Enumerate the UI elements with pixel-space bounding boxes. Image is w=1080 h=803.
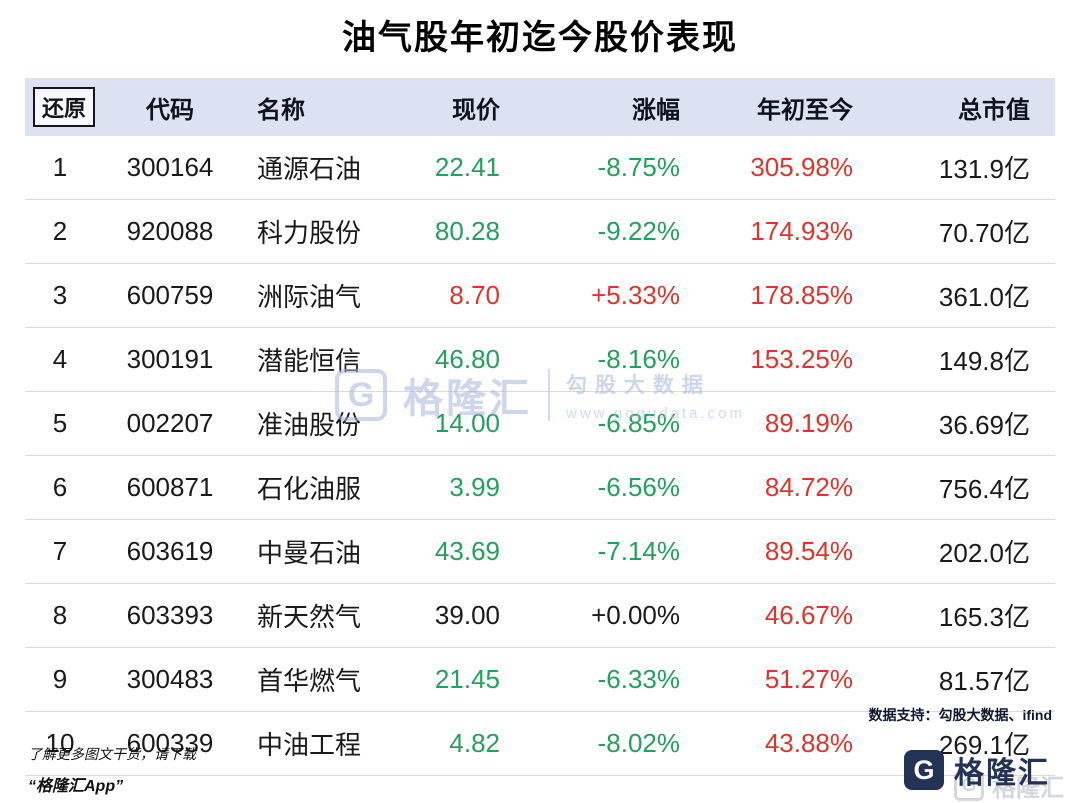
cell-code: 603393 [95,583,245,648]
restore-toggle-button[interactable]: 还原 [33,87,96,127]
header-code: 代码 [95,78,245,136]
cell-rank: 3 [25,263,95,328]
table-row: 3 600759 洲际油气 8.70 +5.33% 178.85% 361.0亿 [25,263,1055,328]
cell-rank: 7 [25,519,95,584]
cell-change: -8.02% [510,711,690,776]
cell-price: 21.45 [415,647,510,712]
promo-text: 了解更多图文干货，请下载 [28,746,196,762]
stock-table: 还原 代码 名称 现价 涨幅 年初至今 总市值 1 300164 通源石油 22… [25,78,1055,776]
cell-name: 洲际油气 [245,263,415,328]
cell-name: 首华燃气 [245,647,415,712]
cell-code: 920088 [95,199,245,264]
cell-change: -9.22% [510,199,690,264]
cell-change: +0.00% [510,583,690,648]
brand-text: 格隆汇 [954,757,1050,790]
cell-change: -6.85% [510,391,690,456]
cell-name: 石化油服 [245,455,415,520]
cell-price: 8.70 [415,263,510,328]
cell-ytd: 178.85% [690,263,865,328]
cell-market-cap: 149.8亿 [865,327,1055,392]
cell-price: 80.28 [415,199,510,264]
cell-change: -8.16% [510,327,690,392]
cell-ytd: 174.93% [690,199,865,264]
cell-market-cap: 81.57亿 [865,647,1055,712]
cell-ytd: 153.25% [690,327,865,392]
cell-ytd: 89.54% [690,519,865,584]
cell-rank: 9 [25,647,95,712]
cell-market-cap: 269.1亿 [865,711,1055,776]
cell-market-cap: 202.0亿 [865,519,1055,584]
cell-price: 3.99 [415,455,510,520]
cell-name: 潜能恒信 [245,327,415,392]
header-price: 现价 [415,78,510,136]
header-ytd: 年初至今 [690,78,865,136]
cell-ytd: 84.72% [690,455,865,520]
cell-code: 300483 [95,647,245,712]
cell-ytd: 305.98% [690,136,865,200]
header-market-cap: 总市值 [865,78,1055,136]
cell-change: -6.56% [510,455,690,520]
table-row: 5 002207 准油股份 14.00 -6.85% 89.19% 36.69亿 [25,391,1055,456]
cell-price: 4.82 [415,711,510,776]
cell-code: 002207 [95,391,245,456]
table-row: 4 300191 潜能恒信 46.80 -8.16% 153.25% 149.8… [25,327,1055,392]
cell-ytd: 46.67% [690,583,865,648]
cell-market-cap: 131.9亿 [865,136,1055,200]
cell-code: 300164 [95,136,245,200]
cell-code: 600339 [95,711,245,776]
cell-code: 600871 [95,455,245,520]
cell-change: +5.33% [510,263,690,328]
table-header-row: 还原 代码 名称 现价 涨幅 年初至今 总市值 [25,78,1055,136]
cell-market-cap: 165.3亿 [865,583,1055,648]
table-row: 10 600339 中油工程 4.82 -8.02% 43.88% 269.1亿 [25,711,1055,776]
cell-name: 准油股份 [245,391,415,456]
cell-name: 中曼石油 [245,519,415,584]
cell-change: -7.14% [510,519,690,584]
table-row: 8 603393 新天然气 39.00 +0.00% 46.67% 165.3亿 [25,583,1055,648]
header-change: 涨幅 [510,78,690,136]
cell-name: 新天然气 [245,583,415,648]
cell-change: -8.75% [510,136,690,200]
cell-rank: 10 [25,711,95,776]
footer-brand: G 格隆汇 [904,748,1050,792]
cell-code: 300191 [95,327,245,392]
table-row: 2 920088 科力股份 80.28 -9.22% 174.93% 70.70… [25,199,1055,264]
table-row: 7 603619 中曼石油 43.69 -7.14% 89.54% 202.0亿 [25,519,1055,584]
cell-rank: 2 [25,199,95,264]
cell-code: 600759 [95,263,245,328]
table-row: 6 600871 石化油服 3.99 -6.56% 84.72% 756.4亿 [25,455,1055,520]
cell-price: 22.41 [415,136,510,200]
cell-rank: 5 [25,391,95,456]
table-row: 1 300164 通源石油 22.41 -8.75% 305.98% 131.9… [25,136,1055,200]
page-title: 油气股年初迄今股价表现 [342,19,738,57]
cell-ytd: 89.19% [690,391,865,456]
cell-ytd: 43.88% [690,711,865,776]
promo-app-name: “格隆汇App” [28,778,124,795]
cell-rank: 1 [25,136,95,200]
cell-price: 46.80 [415,327,510,392]
header-name: 名称 [245,78,415,136]
footer-promo: 了解更多图文干货，请下载 “格隆汇App” [28,744,196,796]
cell-market-cap: 756.4亿 [865,455,1055,520]
cell-price: 43.69 [415,519,510,584]
cell-market-cap: 36.69亿 [865,391,1055,456]
cell-rank: 6 [25,455,95,520]
data-support-note: 数据支持：勾股大数据、ifind [868,707,1052,723]
cell-market-cap: 70.70亿 [865,199,1055,264]
cell-change: -6.33% [510,647,690,712]
header-restore: 还原 [25,78,96,136]
cell-name: 科力股份 [245,199,415,264]
cell-market-cap: 361.0亿 [865,263,1055,328]
cell-ytd: 51.27% [690,647,865,712]
table-row: 9 300483 首华燃气 21.45 -6.33% 51.27% 81.57亿 [25,647,1055,712]
cell-code: 603619 [95,519,245,584]
stock-table-container: 还原 代码 名称 现价 涨幅 年初至今 总市值 1 300164 通源石油 22… [25,78,1055,776]
cell-rank: 8 [25,583,95,648]
cell-price: 39.00 [415,583,510,648]
cell-rank: 4 [25,327,95,392]
gelonghui-logo-icon: G [904,750,944,790]
cell-name: 中油工程 [245,711,415,776]
cell-price: 14.00 [415,391,510,456]
cell-name: 通源石油 [245,136,415,200]
